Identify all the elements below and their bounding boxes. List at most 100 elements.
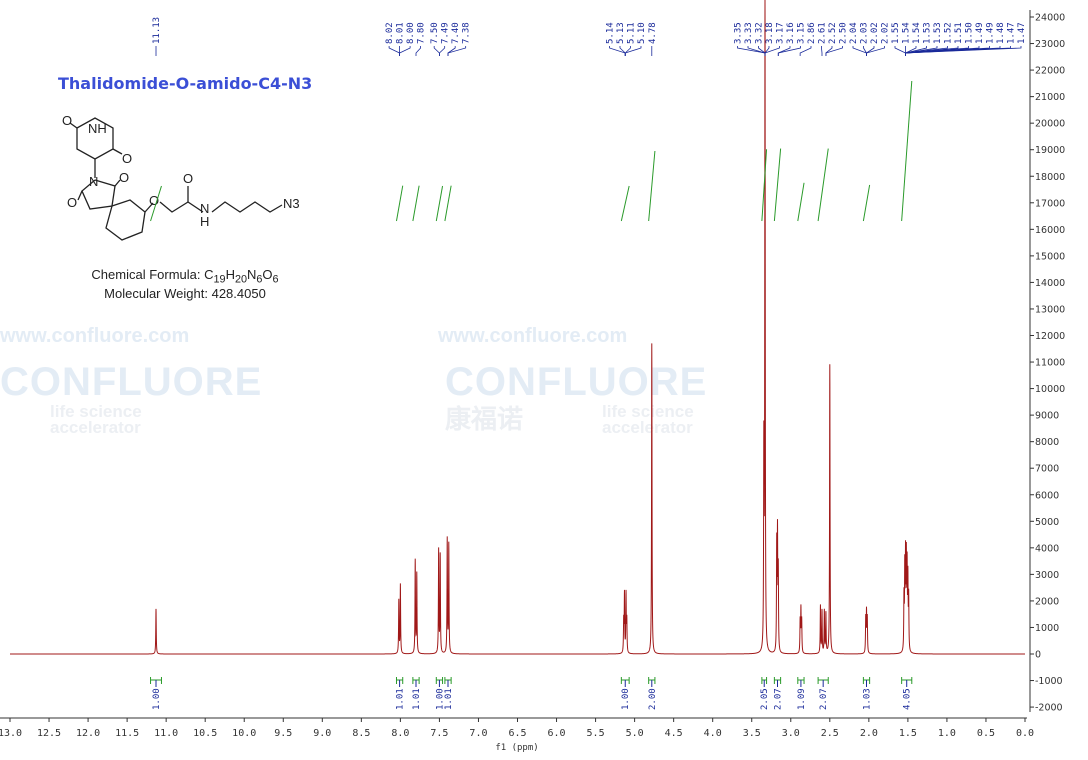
atom-label: O (149, 193, 159, 208)
peak-label: 1.53 (923, 22, 933, 44)
y-tick-label: 23000 (1035, 39, 1065, 50)
peak-label-connector (624, 46, 631, 56)
peak-label-connector (777, 46, 801, 56)
integral-curve (817, 148, 829, 222)
y-tick-label: 13000 (1035, 304, 1065, 315)
x-tick-label: 8.5 (352, 728, 370, 739)
y-tick-label: 10000 (1035, 384, 1065, 395)
peak-label: 2.61 (818, 22, 828, 44)
x-tick-label: 6.0 (548, 728, 566, 739)
y-tick-label: 19000 (1035, 145, 1065, 156)
y-tick-label: -1000 (1035, 676, 1063, 687)
peak-label: 1.49 (986, 22, 996, 44)
peak-label: 2.86 (807, 22, 817, 44)
peak-label: 8.00 (406, 22, 416, 44)
x-tick-label: 10.5 (193, 728, 217, 739)
compound-name: Thalidomide-O-amido-C4-N3 (58, 74, 313, 93)
x-tick-label: 2.5 (821, 728, 839, 739)
peak-label: 7.80 (417, 22, 427, 44)
peak-label-connector (866, 46, 885, 56)
y-tick-label: 21000 (1035, 92, 1065, 103)
integral-curve (761, 149, 768, 222)
y-tick-label: 3000 (1035, 570, 1059, 581)
peak-label: 7.38 (462, 22, 472, 44)
y-tick-label: 8000 (1035, 437, 1059, 448)
peak-label: 2.02 (881, 22, 891, 44)
peak-label: 3.32 (755, 22, 765, 44)
peak-label: 4.78 (648, 22, 658, 44)
peak-label: 1.53 (933, 22, 943, 44)
peak-label: 1.55 (891, 22, 901, 44)
x-tick-label: 7.0 (469, 728, 487, 739)
peak-label: 2.03 (860, 22, 870, 44)
atom-label: NH (88, 121, 107, 136)
y-tick-label: 11000 (1035, 358, 1065, 369)
peak-label: 1.47 (1017, 22, 1027, 44)
integral-value: 2.07 (819, 688, 829, 710)
integral-curve (395, 185, 404, 222)
x-tick-label: 3.5 (743, 728, 761, 739)
peak-label: 1.52 (944, 22, 954, 44)
peak-label-connector (439, 46, 446, 56)
peak-label: 2.50 (839, 22, 849, 44)
x-tick-label: 0.5 (977, 728, 995, 739)
x-tick-label: 7.5 (430, 728, 448, 739)
peak-label-connector (799, 46, 812, 56)
atom-label: N (89, 174, 98, 189)
integral-value: 4.05 (903, 688, 913, 710)
formula-value: C19H20N6O6 (204, 267, 279, 286)
x-tick-label: 4.5 (665, 728, 683, 739)
integral-curve (412, 185, 420, 222)
y-tick-label: 5000 (1035, 517, 1059, 528)
atom-label: O (183, 171, 193, 186)
peak-label-connector (764, 46, 770, 56)
mw-label: Molecular Weight: (104, 286, 208, 301)
x-tick-label: 13.0 (0, 728, 22, 739)
x-tick-label: 8.0 (391, 728, 409, 739)
integral-curve (150, 185, 162, 222)
peak-label: 2.52 (828, 22, 838, 44)
atom-label: O (62, 113, 72, 128)
integral-value: 2.00 (648, 688, 658, 710)
peak-label-connector (825, 46, 843, 56)
integral-value: 1.00 (435, 688, 445, 710)
molecular-weight: Molecular Weight: 428.4050 (60, 286, 310, 301)
x-tick-label: 1.0 (938, 728, 956, 739)
atom-label: H (200, 214, 209, 229)
y-tick-label: 15000 (1035, 251, 1065, 262)
x-tick-label: 11.0 (154, 728, 178, 739)
x-tick-label: 4.0 (704, 728, 722, 739)
atom-label: N (200, 201, 209, 216)
peak-label-connector (852, 46, 867, 56)
peak-label-connector (825, 46, 833, 56)
x-tick-label: 2.0 (860, 728, 878, 739)
integral-value: 1.00 (152, 688, 162, 710)
peak-label: 5.13 (616, 22, 626, 44)
y-tick-label: 7000 (1035, 464, 1059, 475)
y-tick-label: 2000 (1035, 596, 1059, 607)
peak-label: 1.49 (975, 22, 985, 44)
atom-label: O (122, 151, 132, 166)
peak-label: 7.50 (430, 22, 440, 44)
atom-label: O (119, 170, 129, 185)
x-tick-label: 9.0 (313, 728, 331, 739)
peak-label-connector (388, 46, 401, 56)
peak-label-connector (415, 46, 422, 56)
peak-label-connector (624, 46, 642, 56)
integral-curve (901, 80, 913, 222)
peak-label: 5.14 (605, 22, 615, 44)
integral-value: 1.00 (621, 688, 631, 710)
integral-curve (773, 148, 782, 222)
x-axis-label: f1 (ppm) (495, 743, 538, 753)
integral-value: 2.07 (773, 688, 783, 710)
x-tick-label: 12.0 (76, 728, 100, 739)
integral-value: 1.03 (863, 688, 873, 710)
y-tick-label: 18000 (1035, 172, 1065, 183)
x-tick-label: 0.0 (1016, 728, 1034, 739)
peak-label: 7.49 (441, 22, 451, 44)
peak-label: 2.02 (870, 22, 880, 44)
peak-label: 8.01 (396, 22, 406, 44)
integral-value: 1.01 (444, 688, 454, 710)
y-tick-label: 14000 (1035, 278, 1065, 289)
